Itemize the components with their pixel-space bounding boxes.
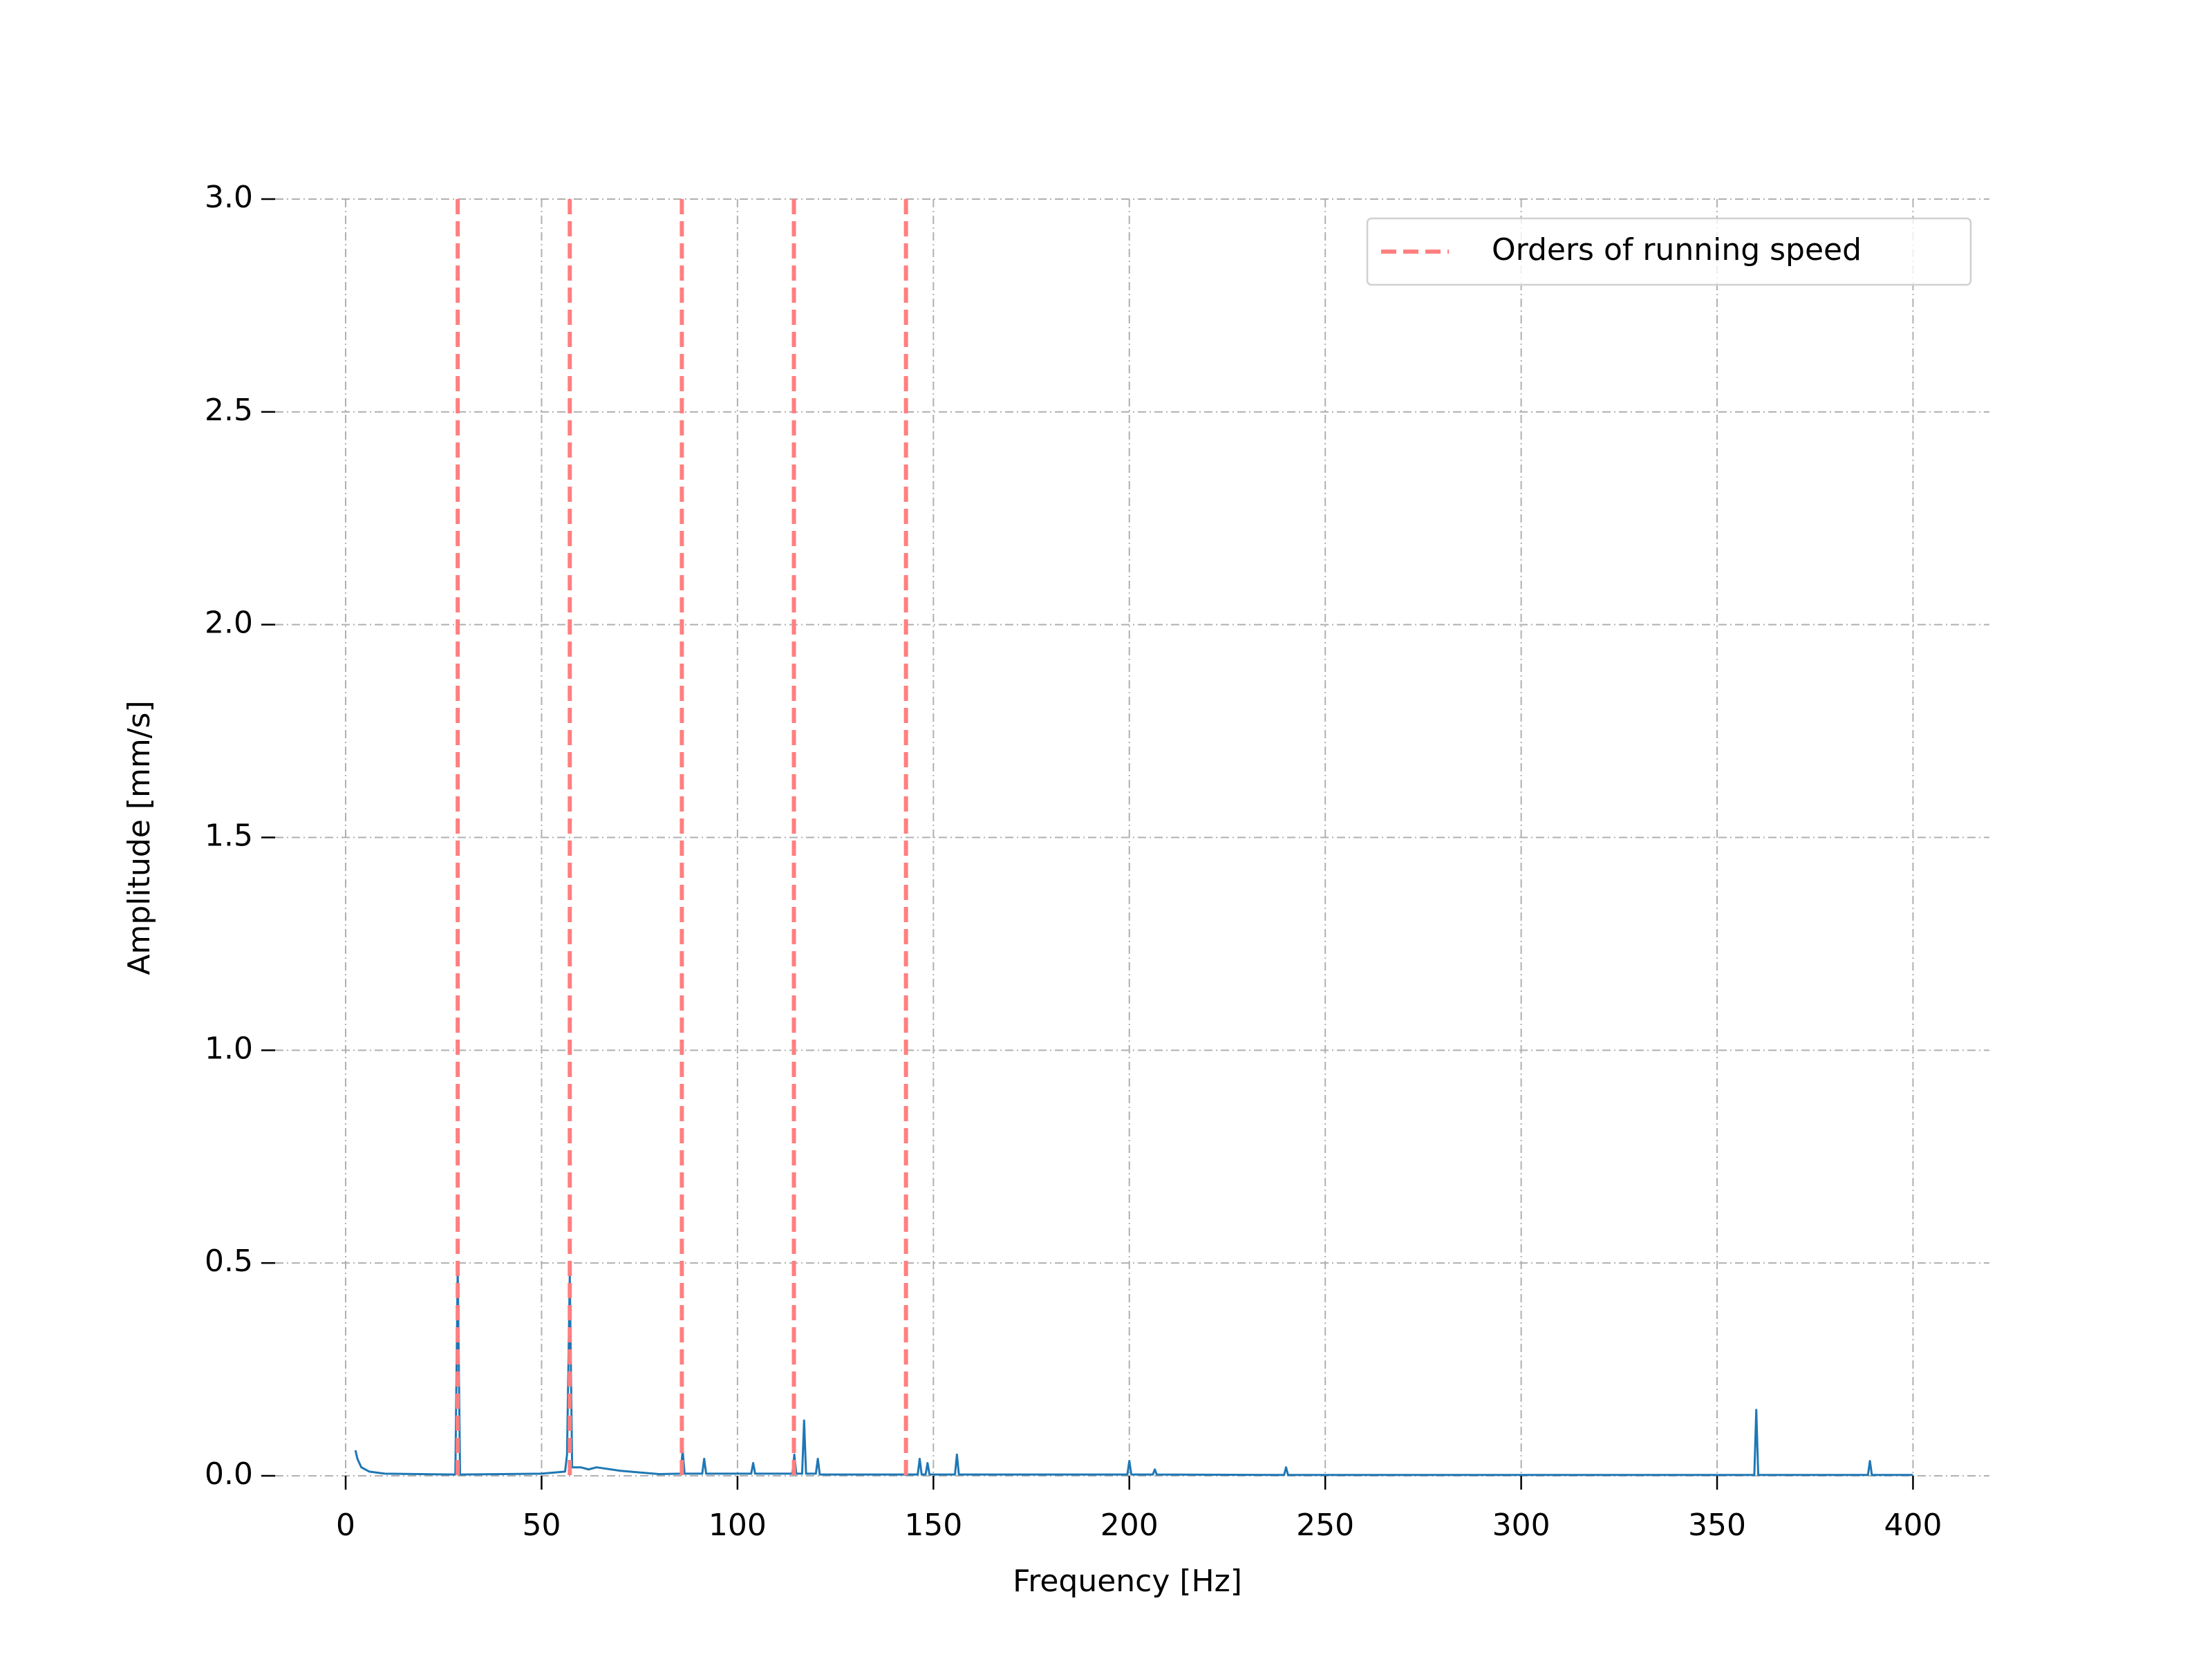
y-tick-label: 0.5: [205, 1244, 253, 1279]
y-tick-label: 1.5: [205, 818, 253, 854]
x-axis-label: Frequency [Hz]: [1013, 1564, 1242, 1599]
y-tick-label: 1.0: [205, 1031, 253, 1066]
legend-label: Orders of running speed: [1492, 232, 1862, 268]
x-tick-label: 350: [1688, 1508, 1746, 1543]
x-tick-label: 250: [1296, 1508, 1354, 1543]
x-tick-label: 300: [1492, 1508, 1550, 1543]
x-tick-label: 150: [904, 1508, 962, 1543]
x-tick-label: 50: [522, 1508, 561, 1543]
x-tick-label: 0: [336, 1508, 355, 1543]
spectrum-line: [354, 1266, 1913, 1477]
legend-box: [1366, 217, 1972, 286]
y-tick-label: 3.0: [205, 180, 253, 215]
y-tick-label: 0.0: [205, 1456, 253, 1492]
x-tick-label: 400: [1884, 1508, 1942, 1543]
y-tick-label: 2.0: [205, 606, 253, 641]
x-tick-label: 100: [709, 1508, 767, 1543]
y-tick-label: 2.5: [205, 393, 253, 428]
y-axis-label: Amplitude [mm/s]: [122, 700, 157, 975]
x-tick-label: 200: [1100, 1508, 1159, 1543]
